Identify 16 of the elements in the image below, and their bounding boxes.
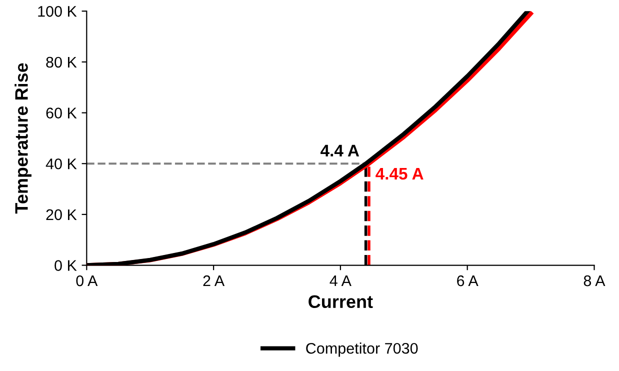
y-axis-title: Temperature Rise [14,63,32,214]
x-tick-label: 0 A [76,275,98,286]
y-tick-label: 60 K [46,108,77,118]
x-tick-label: 8 A [584,275,606,286]
y-tick-label: 0 K [54,260,77,271]
y-tick-label: 40 K [46,158,77,170]
x-tick-label: 2 A [203,275,225,286]
y-tick-label: 20 K [46,209,77,220]
ref-line-label: 4.4 A [320,144,360,156]
legend-label: Competitor 7030 [306,342,418,357]
x-tick-label: 6 A [457,275,478,286]
ref-line-label: 4.45 A [376,168,424,180]
y-tick-label: 100 K [38,6,77,17]
y-tick-label: 80 K [46,56,77,68]
x-axis-title: Current [308,295,373,308]
x-tick-label: 4 A [330,276,352,286]
